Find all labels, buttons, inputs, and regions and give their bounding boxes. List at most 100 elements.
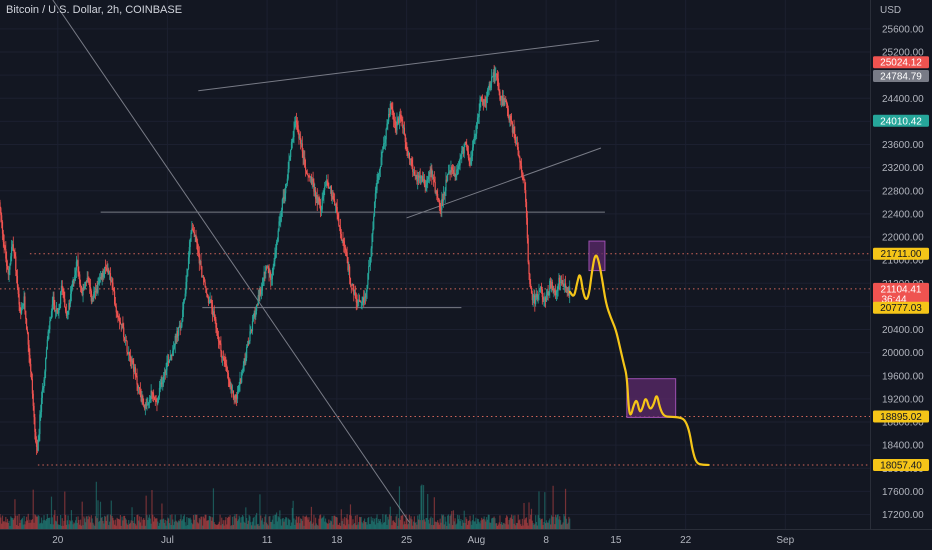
volume-bar (13, 518, 15, 529)
candle-body (550, 281, 553, 288)
candle-body (205, 287, 207, 293)
volume-bar (231, 525, 233, 529)
candle-body (548, 291, 550, 296)
volume-bar (522, 525, 524, 529)
candle-body (471, 155, 473, 160)
volume-bar (217, 523, 220, 529)
volume-bar (368, 524, 371, 529)
volume-bar (272, 515, 274, 529)
volume-bar (245, 507, 247, 529)
volume-bar (327, 523, 329, 529)
time-axis[interactable]: 20 Jul 11 18 25 Aug 8 15 22 Sep (0, 529, 932, 547)
volume-bar (499, 515, 501, 529)
candle-body (15, 256, 17, 271)
forecast-zones[interactable] (588, 240, 677, 418)
volume-bar (93, 524, 95, 529)
volume-bar (285, 517, 288, 529)
candle-body (512, 127, 514, 133)
candle-body (232, 390, 234, 398)
volume-bar (347, 519, 349, 529)
volume-bar (187, 517, 190, 529)
price-tick-label: 19600.00 (882, 371, 924, 382)
candle-body (172, 347, 175, 351)
forecast-path[interactable] (568, 254, 710, 467)
volume-bar (64, 491, 66, 529)
volume-bar (556, 514, 558, 529)
forecast-line[interactable] (568, 254, 710, 467)
candle-body (437, 197, 440, 200)
candle-body (430, 168, 432, 174)
volume-bar (72, 524, 74, 529)
price-axis[interactable]: USD 17200.0017600.0018000.0018400.001880… (870, 0, 932, 550)
candle-body (148, 400, 151, 403)
candle-body (36, 446, 38, 451)
candle-body (243, 358, 245, 366)
volume-bar (444, 516, 446, 529)
ascending-channel-upper[interactable] (198, 39, 599, 92)
volume-bar (128, 520, 130, 529)
candle-body (99, 276, 102, 279)
candle-body (245, 357, 247, 363)
volume-bar (86, 516, 88, 529)
volume-bar (413, 516, 416, 529)
volume-bar (108, 525, 110, 529)
volume-bar (422, 485, 425, 529)
volume-bar (141, 525, 143, 529)
volume-bar (312, 522, 314, 529)
volume-bar (201, 516, 203, 529)
candle-body (96, 288, 98, 293)
volume-bar (236, 514, 238, 529)
descending-line[interactable] (52, 0, 411, 523)
volume-bar (303, 525, 305, 529)
candle-body (14, 253, 16, 257)
volume-bar (128, 523, 131, 529)
volume-bar (300, 518, 303, 529)
volume-bar (383, 522, 386, 529)
candle-body (288, 160, 290, 169)
trendlines[interactable] (52, 0, 605, 523)
candle-body (241, 372, 243, 383)
volume-bar (406, 519, 408, 529)
volume-bar (373, 518, 376, 529)
candle-body (244, 358, 246, 363)
volume-bar (242, 516, 244, 529)
volume-bar (143, 518, 145, 529)
volume-bar (100, 517, 102, 529)
candle-body (440, 207, 442, 210)
volume-bar (116, 517, 118, 529)
candle-body (530, 284, 532, 288)
volume-bar (300, 518, 302, 529)
volume-bar (439, 518, 441, 529)
candle-body (536, 293, 538, 299)
candle-body (240, 378, 242, 383)
candle-body (246, 347, 248, 358)
candle-body (3, 241, 5, 247)
volume-bar (433, 497, 435, 529)
candle-body (455, 175, 457, 177)
candle-body (427, 179, 429, 183)
volume-bar (452, 510, 455, 529)
candle-body (420, 177, 422, 179)
volume-bar (519, 519, 521, 529)
volume-bar (277, 516, 279, 529)
candle-body (271, 275, 273, 279)
volume-bar (202, 516, 205, 529)
candle-body (233, 397, 235, 399)
volume-bar (163, 518, 165, 529)
candle-body (13, 249, 15, 254)
volume-bar (172, 525, 175, 529)
candle-body (562, 280, 564, 287)
price-tag-label: 21104.41 (881, 284, 922, 295)
candle-body (340, 234, 342, 240)
candle-body (359, 301, 362, 303)
volume-bar (226, 518, 229, 529)
symbol-title[interactable]: Bitcoin / U.S. Dollar, 2h, COINBASE (6, 4, 183, 16)
price-tag: 25024.12 (873, 56, 929, 69)
candle-body (568, 289, 570, 296)
candle-body (179, 325, 181, 328)
target-zone[interactable] (626, 378, 677, 418)
volume-bar (564, 516, 566, 529)
candle-body (373, 216, 375, 230)
volume-bar (165, 525, 167, 529)
